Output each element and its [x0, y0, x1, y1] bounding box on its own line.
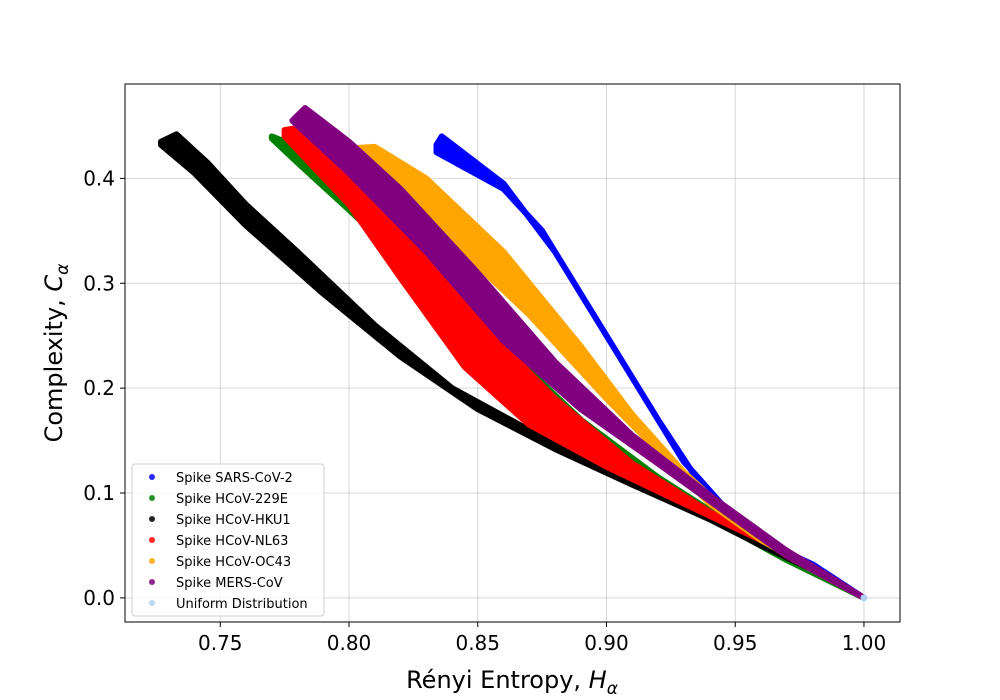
legend-label: Spike HCoV-NL63 — [176, 534, 288, 549]
y-tick-label: 0.0 — [83, 586, 115, 610]
legend-label: Spike HCoV-229E — [176, 492, 288, 507]
legend-marker — [149, 516, 155, 522]
series-layer — [158, 105, 868, 602]
plot-frame — [124, 83, 901, 623]
series-uniform-distribution — [860, 594, 868, 602]
x-tick-label: 0.85 — [455, 631, 500, 655]
legend-label: Spike HCoV-HKU1 — [176, 513, 291, 528]
y-tick-label: 0.4 — [83, 166, 115, 190]
x-tick-label: 1.00 — [842, 631, 887, 655]
data-point-uniform-distribution — [860, 594, 868, 602]
legend-marker — [149, 474, 155, 480]
legend-label: Spike SARS-CoV-2 — [176, 471, 293, 486]
x-axis-label: Rényi Entropy, Hα — [406, 666, 618, 699]
y-tick-label: 0.3 — [83, 271, 115, 295]
legend-marker — [149, 579, 155, 585]
legend-box — [131, 463, 325, 617]
legend-marker — [149, 495, 155, 501]
legend-label: Spike MERS-CoV — [176, 576, 283, 591]
x-tick-label: 0.90 — [584, 631, 629, 655]
y-axis-label: Complexity, Cα — [40, 264, 73, 443]
legend-marker — [149, 537, 155, 543]
legend-label: Spike HCoV-OC43 — [176, 555, 291, 570]
y-tick-label: 0.2 — [83, 376, 115, 400]
legend: Spike SARS-CoV-2 Spike HCoV-229E Spike HCo… — [131, 463, 325, 617]
legend-label: Uniform Distribution — [176, 597, 308, 612]
ticks: 0.75 0.80 0.85 0.90 0.95 1.00 0.0 0.1 0.2 0.3 0.4 — [83, 166, 886, 655]
legend-marker — [149, 558, 155, 564]
legend-marker — [149, 600, 155, 606]
y-tick-label: 0.1 — [83, 481, 115, 505]
x-tick-label: 0.75 — [198, 631, 243, 655]
x-tick-label: 0.80 — [327, 631, 372, 655]
x-tick-label: 0.95 — [713, 631, 758, 655]
